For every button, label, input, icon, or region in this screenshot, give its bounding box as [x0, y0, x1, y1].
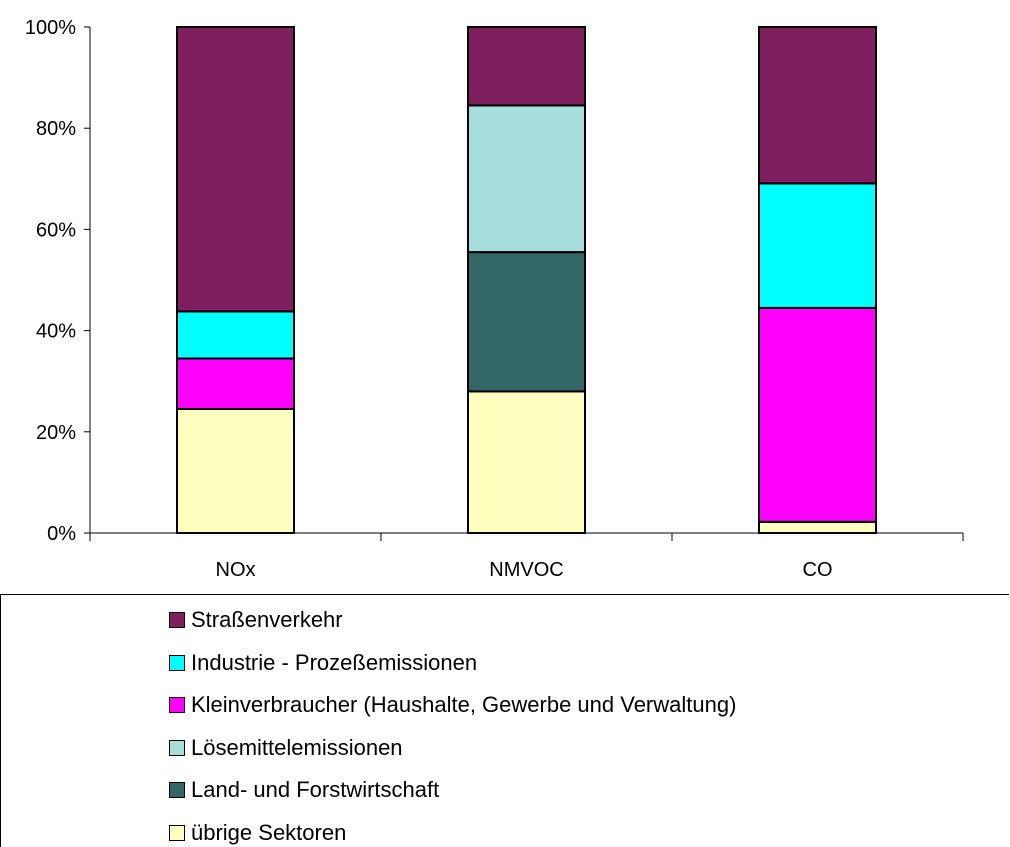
legend-item: Industrie - Prozeßemissionen — [169, 650, 477, 676]
x-tick-label-nox: NOx — [216, 559, 256, 581]
legend-item: Kleinverbraucher (Haushalte, Gewerbe und… — [169, 692, 736, 718]
legend-swatch — [169, 782, 185, 798]
bar-segment-nmvoc-0 — [467, 390, 586, 534]
stacked-bar-chart: 0% 20% 40% 60% 80% 100% NOx NMVOC CO — [25, 17, 964, 581]
bar-segment-nmvoc-1 — [467, 251, 586, 393]
bar-segment-co-3 — [758, 306, 877, 523]
legend-swatch — [169, 824, 185, 841]
bar-segment-nox-0 — [176, 408, 295, 534]
legend-item: übrige Sektoren — [169, 820, 346, 846]
legend-item: Land- und Forstwirtschaft — [169, 777, 439, 803]
x-tick-labels: NOx NMVOC CO — [216, 559, 833, 581]
axes-group — [84, 26, 964, 541]
legend-label: Lösemittelemissionen — [191, 734, 403, 760]
y-tick-label: 80% — [36, 118, 76, 140]
bar-segment-co-5 — [758, 26, 877, 185]
legend-label: Industrie - Prozeßemissionen — [191, 649, 478, 675]
legend-item: Lösemittelemissionen — [169, 735, 403, 761]
legend-swatch — [169, 697, 185, 713]
y-tick-label: 60% — [36, 219, 76, 241]
bar-segment-nox-4 — [176, 310, 295, 360]
bar-segment-co-0 — [758, 520, 877, 535]
legend-label: Straßenverkehr — [191, 607, 343, 632]
bar-segment-nmvoc-5 — [467, 26, 586, 107]
legend-label: Land- und Forstwirtschaft — [191, 777, 440, 802]
legend-swatch — [169, 612, 185, 628]
x-tick-label-nmvoc: NMVOC — [489, 559, 563, 581]
y-tick-label: 40% — [36, 321, 76, 343]
legend-label: übrige Sektoren — [191, 819, 347, 845]
y-tick-label: 0% — [47, 523, 76, 545]
legend-swatch — [169, 654, 185, 671]
bar-segment-nox-3 — [176, 357, 295, 410]
legend-label: Kleinverbraucher (Haushalte, Gewerbe und… — [191, 692, 737, 717]
bar-segment-co-4 — [758, 182, 877, 309]
legend-item: Straßenverkehr — [169, 607, 343, 633]
y-tick-label: 100% — [25, 17, 76, 39]
bars-group — [176, 26, 877, 535]
y-tick-labels: 0% 20% 40% 60% 80% 100% — [25, 17, 76, 545]
legend: Straßenverkehr Industrie - Prozeßemission… — [0, 594, 1009, 847]
y-tick-label: 20% — [36, 422, 76, 444]
legend-swatch — [169, 739, 185, 756]
bar-segment-nmvoc-2 — [467, 104, 586, 254]
x-tick-label-co: CO — [803, 559, 833, 581]
bar-segment-nox-5 — [176, 26, 295, 313]
